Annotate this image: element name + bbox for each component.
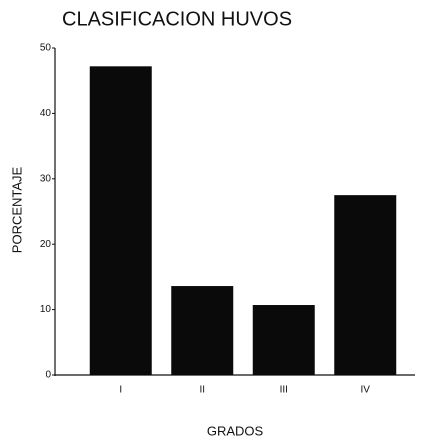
y-tick-label: 40	[40, 108, 52, 119]
x-tick-label: IV	[361, 385, 371, 396]
bar	[89, 66, 152, 375]
y-tick-label: 30	[40, 173, 52, 184]
chart-title: CLASIFICACION HUVOS	[62, 8, 292, 30]
x-tick-label: II	[199, 385, 205, 396]
y-tick-label: 10	[40, 304, 52, 315]
x-axis-label: GRADOS	[207, 423, 264, 438]
x-tick-label: III	[280, 385, 288, 396]
bar	[252, 305, 315, 375]
y-axis-label: PORCENTAJE	[9, 166, 24, 253]
x-tick-label: I	[119, 385, 122, 396]
y-tick-label: 50	[40, 43, 52, 54]
y-tick-label: 0	[45, 370, 51, 381]
bar	[171, 286, 234, 375]
bar	[334, 195, 397, 375]
y-tick-label: 20	[40, 239, 52, 250]
